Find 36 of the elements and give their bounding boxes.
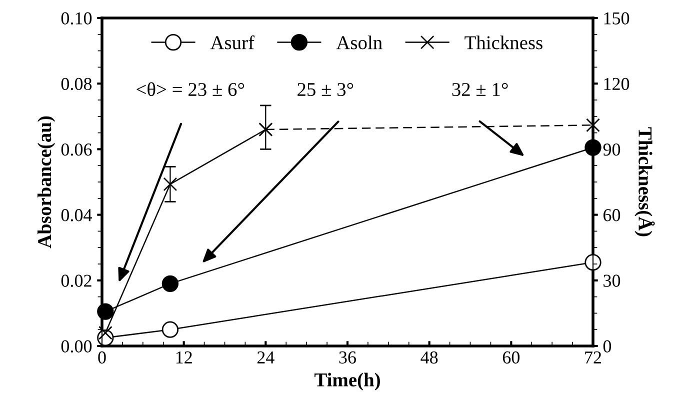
point (586, 118, 600, 132)
annotation: 25 ± 3° (298, 82, 354, 96)
x-axis-title: Time(h) (314, 372, 380, 390)
x-tick-label: 12 (176, 351, 192, 364)
point (97, 303, 114, 320)
y2-axis-title: Thickness(Å) (634, 127, 655, 236)
y-tick-label: 0.02 (61, 274, 92, 287)
x-tick-label: 48 (420, 351, 438, 364)
point (163, 177, 178, 192)
point (162, 321, 179, 338)
y-axis-title: Absorbance(au) (37, 116, 56, 248)
y2-tick-label: 90 (603, 143, 620, 156)
point (98, 326, 112, 340)
y-tick-label: 0.06 (61, 143, 92, 156)
point (584, 139, 602, 156)
y2-tick-label: 30 (604, 274, 620, 287)
point (162, 275, 179, 292)
y-tick-label: 0.04 (61, 209, 92, 222)
y2-tick-label: 150 (604, 12, 630, 24)
legend-label: Thickness (464, 36, 542, 50)
point (584, 254, 602, 271)
legend-label: Asurf (210, 35, 254, 50)
y-tick-label: 0.10 (61, 12, 92, 25)
x-tick-label: 0 (98, 351, 106, 364)
x-tick-label: 60 (502, 351, 520, 364)
legend-label: Asoln (336, 36, 382, 50)
y2-tick-label: 60 (604, 209, 620, 222)
y2-tick-label: 0 (603, 340, 612, 352)
x-tick-label: 36 (339, 351, 356, 364)
x-tick-label: 72 (585, 351, 602, 364)
y2-tick-label: 120 (604, 78, 630, 90)
annotation: 32 ± 1° (452, 82, 508, 96)
annotation: <θ> = 23 ± 6° (136, 82, 244, 96)
y-tick-label: 0.00 (61, 340, 92, 353)
y-tick-label: 0.08 (61, 78, 92, 90)
x-tick-label: 24 (257, 351, 274, 364)
